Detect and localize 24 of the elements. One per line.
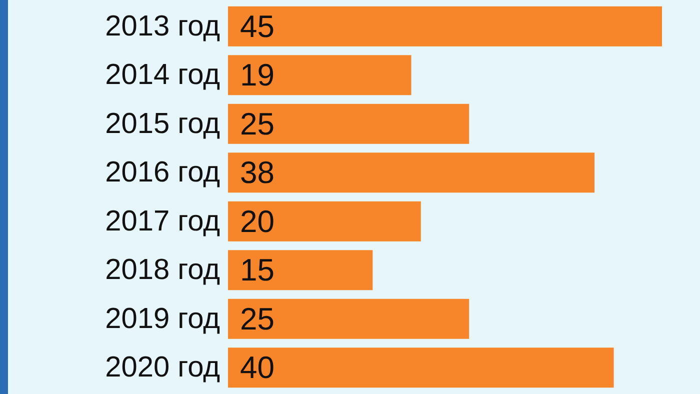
data-label: 25 xyxy=(240,301,274,336)
bar xyxy=(228,55,412,96)
data-label: 19 xyxy=(240,58,274,93)
y-tick-label: 2020 год xyxy=(105,352,220,384)
data-label: 38 xyxy=(240,155,274,190)
bar xyxy=(228,250,373,290)
bar xyxy=(228,104,470,144)
bar xyxy=(228,6,662,46)
y-tick-label: 2018 год xyxy=(105,254,220,286)
y-tick-label: 2014 год xyxy=(105,59,220,92)
y-tick-label: 2015 год xyxy=(105,108,220,140)
bar xyxy=(228,298,470,339)
data-label: 15 xyxy=(240,252,274,288)
data-label: 25 xyxy=(240,106,274,142)
y-tick-label: 2017 год xyxy=(105,205,220,238)
data-label: 20 xyxy=(240,204,274,239)
bar xyxy=(228,201,421,242)
y-tick-label: 2019 год xyxy=(105,302,220,335)
bar xyxy=(228,152,594,193)
bar xyxy=(228,348,614,388)
y-tick-label: 2013 год xyxy=(105,10,220,42)
data-label: 45 xyxy=(240,8,274,44)
data-label: 40 xyxy=(240,350,274,386)
y-tick-label: 2016 год xyxy=(105,156,220,189)
